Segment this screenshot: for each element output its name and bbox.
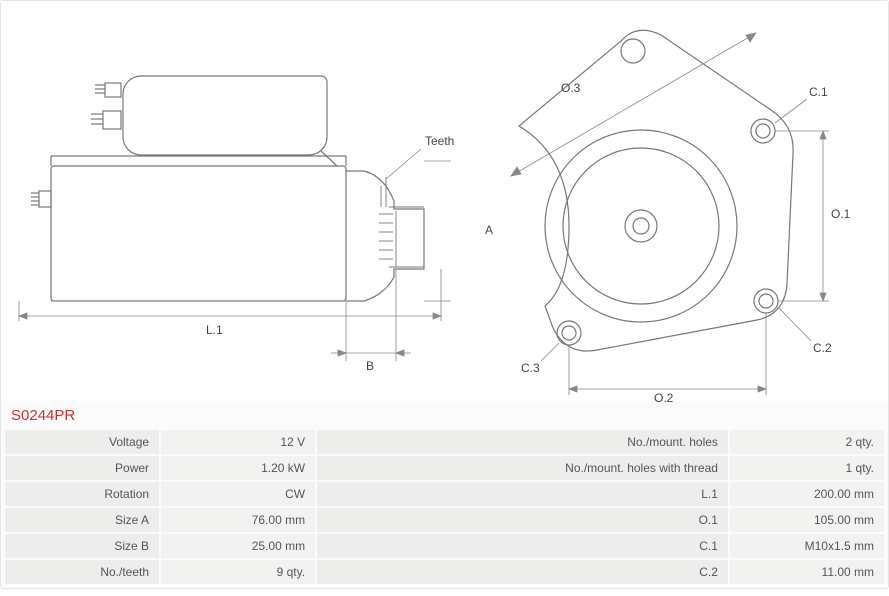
spec-key: C.1 [317,534,728,558]
spec-sheet: L.1 B A Teeth [0,0,889,589]
spec-key: Power [5,456,159,480]
label-O2: O.2 [654,391,673,405]
spec-val: M10x1.5 mm [730,534,884,558]
spec-key: No./mount. holes with thread [317,456,728,480]
spec-val: 76.00 mm [161,508,315,532]
spec-key: No./teeth [5,560,159,584]
spec-key: Size A [5,508,159,532]
spec-row: Size B 25.00 mm C.1 M10x1.5 mm [5,534,884,558]
spec-val: 200.00 mm [730,482,884,506]
label-O3: O.3 [561,81,580,95]
spec-val: 2 qty. [730,430,884,454]
spec-row: Rotation CW L.1 200.00 mm [5,482,884,506]
spec-val: 12 V [161,430,315,454]
label-C1: C.1 [809,85,828,99]
spec-key: Voltage [5,430,159,454]
spec-val: 1.20 kW [161,456,315,480]
label-C3: C.3 [521,361,540,375]
spec-val: 11.00 mm [730,560,884,584]
spec-key: No./mount. holes [317,430,728,454]
technical-drawings: L.1 B A Teeth [1,1,888,401]
front-view: O.3 O.1 O.2 C.1 C.2 C.3 [451,1,888,401]
spec-val: 105.00 mm [730,508,884,532]
label-B: B [366,359,374,373]
side-view: L.1 B A Teeth [1,1,451,401]
spec-key: O.1 [317,508,728,532]
spec-row: No./teeth 9 qty. C.2 11.00 mm [5,560,884,584]
label-teeth: Teeth [425,134,454,148]
spec-table: Voltage 12 V No./mount. holes 2 qty. Pow… [1,428,888,586]
spec-val: 9 qty. [161,560,315,584]
spec-row: Voltage 12 V No./mount. holes 2 qty. [5,430,884,454]
product-code: S0244PR [1,401,888,428]
spec-key: Size B [5,534,159,558]
label-C2: C.2 [813,341,832,355]
spec-row: Power 1.20 kW No./mount. holes with thre… [5,456,884,480]
spec-val: 25.00 mm [161,534,315,558]
label-L1: L.1 [206,323,223,337]
spec-val: CW [161,482,315,506]
label-O1: O.1 [831,207,850,221]
spec-val: 1 qty. [730,456,884,480]
spec-row: Size A 76.00 mm O.1 105.00 mm [5,508,884,532]
spec-key: C.2 [317,560,728,584]
spec-key: Rotation [5,482,159,506]
spec-key: L.1 [317,482,728,506]
